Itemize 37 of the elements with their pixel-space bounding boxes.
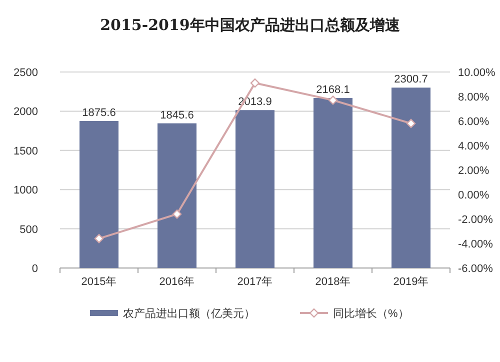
bar [236, 110, 274, 268]
y-tick-label: 2000 [14, 106, 38, 118]
y2-tick-label: -6.00% [458, 263, 494, 275]
data-label: 1875.6 [82, 106, 116, 119]
y-tick-label: 1500 [14, 145, 38, 158]
point [172, 210, 182, 219]
point [328, 96, 338, 105]
x-tick-label: 2018年 [315, 276, 351, 288]
point [94, 234, 104, 244]
chart-title: 2015-2019年中国农产品进出口总额及增速 [100, 16, 401, 34]
x-tick-label: 2017年 [237, 276, 273, 288]
y2-tick-label: 6.00% [458, 116, 490, 128]
legend-label: 同比增长（%） [333, 307, 409, 320]
x-tick-label: 2019年 [393, 276, 429, 288]
bar [392, 88, 430, 268]
y2-tick-label: -2.00% [458, 214, 494, 226]
bar [158, 123, 196, 268]
y2-tick-label: -4.00% [458, 238, 494, 250]
y2-tick-label: 4.00% [458, 140, 490, 152]
point [250, 78, 260, 88]
y2-tick-label: 0.00% [458, 190, 490, 202]
data-label: 2168.1 [316, 84, 350, 96]
y2-tick-label: 10.00% [458, 67, 496, 79]
data-label: 2300.7 [394, 74, 428, 86]
point [406, 118, 416, 128]
y-tick-label: 500 [20, 224, 38, 236]
legend-label: 农产品进出口额（亿美元） [123, 307, 255, 320]
bar [314, 98, 352, 268]
y-tick-label: 2500 [14, 67, 38, 79]
y2-tick-label: 8.00% [458, 92, 490, 104]
y-tick-label: 0 [32, 263, 38, 275]
data-label: 1845.6 [160, 109, 194, 122]
bar [80, 120, 118, 268]
x-tick-label: 2016年 [159, 276, 195, 288]
y-tick-label: 1000 [14, 184, 38, 197]
y2-tick-label: 2.00% [458, 165, 490, 177]
x-tick-label: 2015年 [81, 276, 117, 288]
